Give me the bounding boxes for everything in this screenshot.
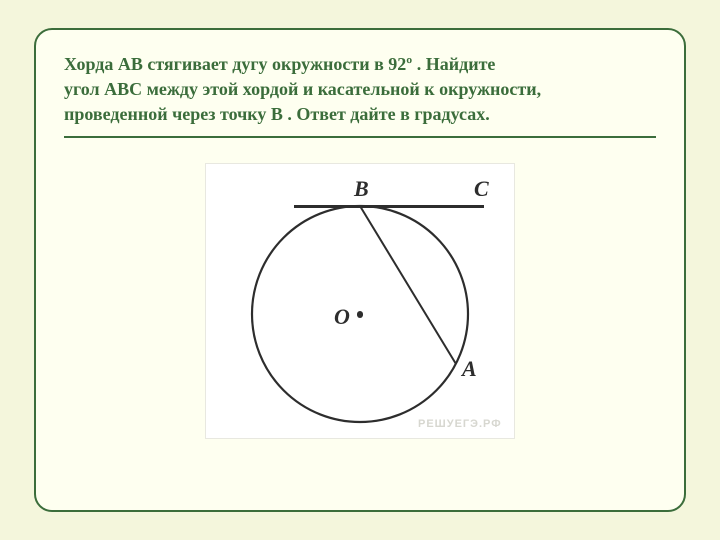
card: Хорда AB стягивает дугу окружности в 92º… (34, 28, 686, 512)
label-B: B (354, 176, 369, 202)
label-O: O (334, 304, 350, 330)
center-dot (357, 311, 363, 317)
tangent-line (294, 205, 484, 208)
rule (64, 136, 656, 138)
problem-line: угол ABC между этой хордой и касательной… (64, 77, 656, 102)
slide: Хорда AB стягивает дугу окружности в 92º… (0, 0, 720, 540)
label-A: A (462, 356, 477, 382)
figure-wrap: B C O A РЕШУЕГЭ.РФ (64, 164, 656, 438)
problem-text: Хорда AB стягивает дугу окружности в 92º… (64, 52, 656, 126)
problem-line: Хорда AB стягивает дугу окружности в 92º… (64, 52, 656, 77)
problem-line: проведенной через точку B . Ответ дайте … (64, 102, 656, 127)
watermark: РЕШУЕГЭ.РФ (418, 418, 502, 430)
label-C: C (474, 176, 489, 202)
figure: B C O A РЕШУЕГЭ.РФ (206, 164, 514, 438)
